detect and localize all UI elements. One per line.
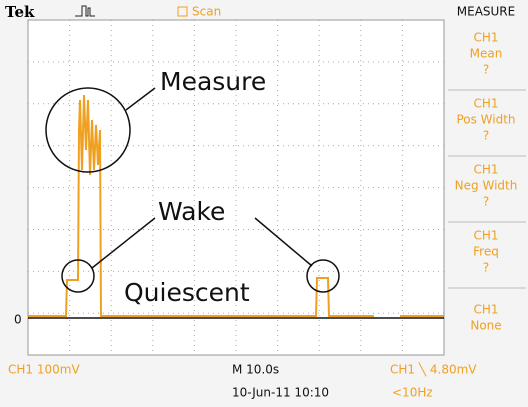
- menu-item-text: Freq: [473, 245, 499, 259]
- menu-item-text: None: [470, 319, 501, 333]
- menu-item-text: ?: [483, 195, 489, 209]
- menu-item-text: CH1: [473, 303, 498, 317]
- scope-screen: Tek Scan MEASURE CH1 Mean? CH1 Pos Width? CH…: [0, 0, 528, 407]
- annotation: Quiescent: [124, 278, 250, 307]
- menu-item-text: CH1: [473, 163, 498, 177]
- menu-item-text: ?: [483, 261, 489, 275]
- menu-title: MEASURE: [457, 5, 515, 19]
- trigger: CH1 ╲ 4.80mV: [390, 362, 477, 377]
- channel-scale: CH1 100mV: [8, 363, 80, 377]
- menu-item-text: Mean: [470, 47, 503, 61]
- menu-item-text: ?: [483, 63, 489, 77]
- mode: Scan: [192, 5, 221, 19]
- menu-item-text: Pos Width: [456, 113, 515, 127]
- timebase: M 10.0s: [232, 363, 279, 377]
- menu-item-text: ?: [483, 129, 489, 143]
- ground-marker: 0: [14, 313, 22, 327]
- brand: Tek: [5, 3, 35, 21]
- menu-item-text: CH1: [473, 31, 498, 45]
- menu-item-text: CH1: [473, 229, 498, 243]
- annotation: Wake: [158, 197, 225, 226]
- frequency: <10Hz: [392, 386, 433, 400]
- page: Tek Scan MEASURE CH1 Mean? CH1 Pos Width? CH…: [0, 0, 528, 407]
- menu-item-text: Neg Width: [455, 179, 518, 193]
- annotation: Measure: [160, 67, 266, 96]
- date: 10-Jun-11 10:10: [232, 386, 329, 400]
- menu-item-text: CH1: [473, 97, 498, 111]
